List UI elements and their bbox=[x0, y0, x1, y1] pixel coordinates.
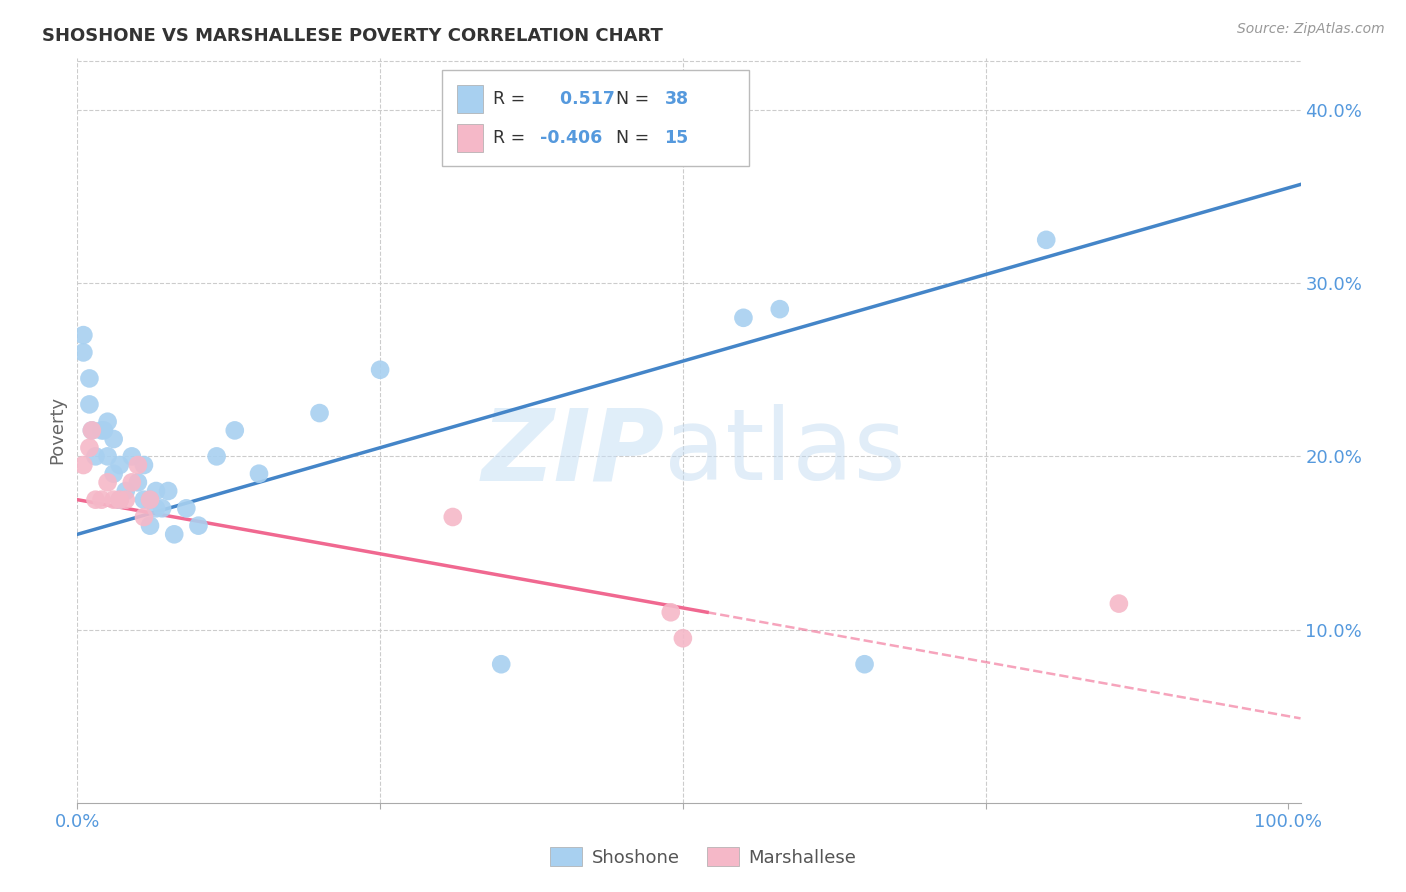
Point bbox=[205, 450, 228, 464]
Text: R =: R = bbox=[494, 128, 526, 146]
Point bbox=[145, 483, 167, 498]
Text: Source: ZipAtlas.com: Source: ZipAtlas.com bbox=[1237, 22, 1385, 37]
Point bbox=[489, 657, 512, 672]
Point bbox=[224, 423, 246, 437]
Text: ZIP: ZIP bbox=[481, 404, 665, 501]
Point bbox=[108, 492, 131, 507]
Point bbox=[90, 492, 112, 507]
Text: -0.406: -0.406 bbox=[540, 128, 602, 146]
Point bbox=[145, 501, 167, 516]
Point bbox=[127, 475, 149, 490]
Point bbox=[79, 371, 101, 385]
Point bbox=[132, 492, 155, 507]
Text: 38: 38 bbox=[665, 90, 689, 108]
Text: 0.517: 0.517 bbox=[548, 90, 616, 108]
Point bbox=[163, 527, 186, 541]
Point bbox=[127, 458, 149, 472]
Y-axis label: Poverty: Poverty bbox=[48, 396, 66, 465]
Point bbox=[672, 632, 695, 646]
Legend: Shoshone, Marshallese: Shoshone, Marshallese bbox=[543, 840, 863, 874]
Point bbox=[84, 492, 107, 507]
Point bbox=[1035, 233, 1057, 247]
Point bbox=[121, 475, 143, 490]
Text: 15: 15 bbox=[665, 128, 689, 146]
Point bbox=[72, 328, 94, 343]
Text: N =: N = bbox=[616, 90, 648, 108]
Point bbox=[368, 363, 391, 377]
Point bbox=[72, 345, 94, 359]
Point bbox=[132, 458, 155, 472]
Point bbox=[114, 483, 136, 498]
Point bbox=[79, 397, 101, 411]
Point bbox=[157, 483, 180, 498]
Bar bbox=[457, 123, 484, 152]
Point bbox=[103, 467, 125, 481]
Point bbox=[80, 423, 103, 437]
Point bbox=[108, 458, 131, 472]
Text: SHOSHONE VS MARSHALLESE POVERTY CORRELATION CHART: SHOSHONE VS MARSHALLESE POVERTY CORRELAT… bbox=[42, 27, 664, 45]
Text: N =: N = bbox=[616, 128, 648, 146]
Point bbox=[659, 605, 682, 619]
Point bbox=[187, 518, 209, 533]
Point bbox=[72, 458, 94, 472]
Point bbox=[97, 475, 120, 490]
Point bbox=[150, 501, 173, 516]
Text: atlas: atlas bbox=[665, 404, 905, 501]
Point bbox=[108, 492, 131, 507]
Bar bbox=[441, 70, 749, 166]
Point bbox=[733, 310, 755, 325]
Point bbox=[853, 657, 876, 672]
Text: R =: R = bbox=[494, 90, 526, 108]
Point bbox=[97, 450, 120, 464]
Point bbox=[80, 423, 103, 437]
Point bbox=[103, 432, 125, 446]
Point bbox=[114, 492, 136, 507]
Point bbox=[79, 441, 101, 455]
Point bbox=[132, 510, 155, 524]
Point bbox=[139, 518, 162, 533]
Point bbox=[103, 492, 125, 507]
Point bbox=[84, 450, 107, 464]
Point bbox=[139, 492, 162, 507]
Point bbox=[308, 406, 330, 420]
Point bbox=[93, 423, 115, 437]
Point bbox=[769, 302, 792, 317]
Point bbox=[121, 450, 143, 464]
Point bbox=[97, 415, 120, 429]
Point bbox=[176, 501, 198, 516]
Point bbox=[139, 492, 162, 507]
Point bbox=[1108, 597, 1130, 611]
Bar bbox=[457, 85, 484, 113]
Point bbox=[90, 423, 112, 437]
Point bbox=[441, 510, 464, 524]
Point bbox=[247, 467, 270, 481]
